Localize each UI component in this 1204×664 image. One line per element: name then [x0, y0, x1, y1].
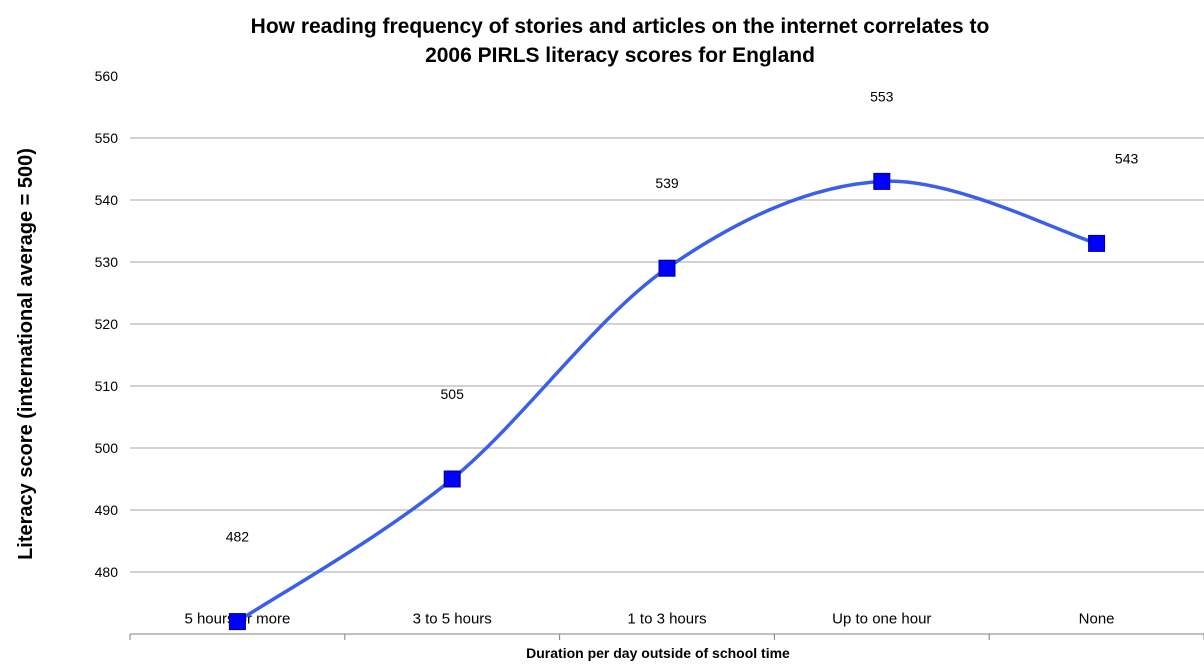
data-point-marker [658, 259, 676, 277]
data-label: 553 [870, 88, 894, 104]
y-axis-label: Literacy score (international average = … [15, 148, 37, 560]
y-tick-label: 540 [95, 192, 119, 208]
y-tick-label: 510 [95, 378, 119, 394]
category-label: None [1079, 611, 1115, 628]
y-tick-label: 530 [95, 254, 119, 270]
series-line [236, 179, 1098, 624]
gridlines [130, 137, 1204, 573]
x-axis-label: Duration per day outside of school time [526, 645, 790, 661]
y-tick-label: 480 [95, 564, 119, 580]
chart-title-line1: How reading frequency of stories and art… [251, 15, 990, 38]
y-tick-label: 560 [95, 68, 119, 84]
data-point-marker [1088, 234, 1106, 252]
data-point-marker [443, 470, 461, 488]
y-tick-label: 520 [95, 316, 119, 332]
y-tick-label: 490 [95, 502, 119, 518]
data-point-marker [873, 172, 891, 190]
data-label: 505 [441, 386, 465, 402]
chart-title-line2: 2006 PIRLS literacy scores for England [425, 44, 815, 67]
y-tick-labels: 480 490 500 510 520 530 540 550 560 [95, 68, 119, 580]
y-tick-label: 550 [95, 130, 119, 146]
data-markers [228, 172, 1106, 631]
category-label: 1 to 3 hours [627, 611, 706, 628]
category-label: Up to one hour [832, 611, 931, 628]
y-tick-label: 500 [95, 440, 119, 456]
data-point-marker [228, 613, 246, 631]
category-label: 3 to 5 hours [413, 611, 492, 628]
data-labels: 482 505 539 553 543 [226, 88, 1139, 544]
data-label: 543 [1115, 150, 1139, 166]
data-label: 482 [226, 529, 250, 545]
data-label: 539 [655, 175, 679, 191]
x-axis [129, 633, 1204, 640]
